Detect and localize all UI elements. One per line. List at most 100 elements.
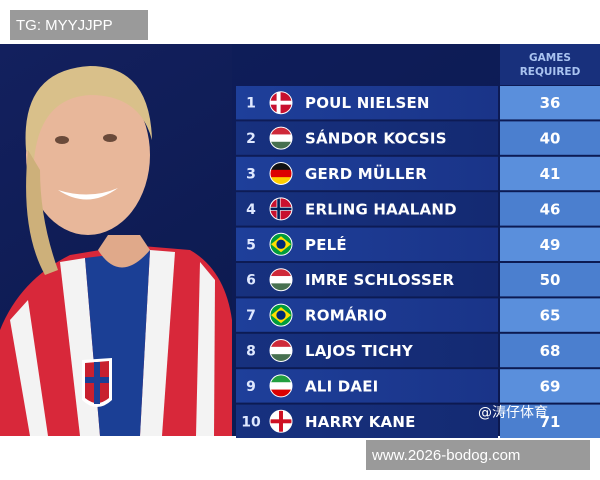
flag-border — [269, 232, 293, 256]
flag — [270, 127, 292, 150]
table-row: 10 HARRY KANE 71 — [236, 404, 600, 438]
table-row: 6 IMRE SCHLOSSER 50 — [236, 263, 600, 297]
flag — [270, 91, 292, 114]
flag — [270, 197, 292, 220]
player-name: SÁNDOR KOCSIS — [305, 129, 447, 148]
social-watermark: @涛仔体育 — [478, 405, 548, 421]
games-cell — [500, 263, 600, 297]
header-cell — [500, 44, 600, 85]
flag — [270, 268, 292, 291]
player-name: HARRY KANE — [305, 413, 416, 431]
rank: 2 — [246, 131, 256, 147]
games-required: 71 — [540, 413, 561, 431]
player-name: ROMÁRIO — [305, 306, 387, 325]
flag-part — [270, 207, 292, 211]
table-rows: 1 POUL NIELSEN 36 2 SÁNDOR KOCSIS 40 3 GERD MÜL… — [236, 86, 600, 438]
flag — [270, 304, 292, 327]
flag-part — [270, 346, 292, 355]
header-line: GAMES — [529, 52, 571, 64]
flag-part — [276, 310, 286, 320]
rank: 8 — [246, 344, 256, 360]
flag-part — [270, 354, 292, 362]
games-required: 36 — [540, 94, 561, 112]
rank: 4 — [246, 202, 256, 218]
games-cell — [500, 156, 600, 191]
games-required: 69 — [540, 377, 561, 395]
watermark: TG: MYYJJPP — [16, 17, 113, 34]
games-cell — [500, 404, 600, 438]
table-row: 9 ALI DAEI 69 — [236, 369, 600, 403]
games-required: 50 — [540, 271, 561, 289]
flag-border — [269, 126, 293, 150]
flag-border — [269, 374, 293, 398]
flag-part — [270, 374, 292, 383]
watermark-box — [10, 10, 148, 40]
flag — [270, 162, 292, 185]
games-cell — [500, 192, 600, 226]
games-required: 41 — [540, 165, 561, 183]
table-row: 4 ERLING HAALAND 46 — [236, 192, 600, 226]
flag-part — [270, 276, 292, 284]
flag-part — [270, 268, 292, 277]
games-required: 65 — [540, 307, 561, 325]
flag-part — [270, 177, 292, 185]
games-cell — [500, 86, 600, 120]
rank: 10 — [241, 414, 261, 430]
player-photo — [0, 66, 232, 436]
flag-border — [269, 339, 293, 362]
table-row: 8 LAJOS TICHY 68 — [236, 333, 600, 368]
flag-part — [270, 127, 292, 135]
player-name: POUL NIELSEN — [305, 94, 430, 112]
rank: 7 — [246, 308, 256, 324]
flag-part — [270, 339, 292, 348]
flag — [270, 374, 292, 397]
player-name: IMRE SCHLOSSER — [305, 271, 454, 289]
flag-part — [270, 134, 292, 143]
flag-part — [276, 239, 286, 249]
flag-border — [269, 268, 293, 292]
player-name: LAJOS TICHY — [305, 342, 414, 360]
flag-part — [270, 169, 292, 178]
rank: 6 — [246, 273, 256, 289]
table-row: 2 SÁNDOR KOCSIS 40 — [236, 121, 600, 155]
flag-part — [270, 419, 292, 424]
flag-part — [270, 389, 292, 397]
rank: 3 — [246, 167, 256, 183]
games-cell — [500, 333, 600, 368]
flag-border — [269, 91, 293, 115]
table-row: 7 ROMÁRIO 65 — [236, 298, 600, 332]
flag — [270, 233, 292, 256]
header-line: REQUIRED — [520, 66, 581, 78]
rank: 9 — [246, 379, 256, 395]
flag — [270, 410, 292, 433]
games-required: 49 — [540, 236, 561, 254]
flag-border — [269, 197, 293, 221]
flag-part — [270, 382, 292, 391]
games-cell — [500, 121, 600, 155]
flag-part — [270, 162, 292, 171]
player-name: GERD MÜLLER — [305, 164, 427, 183]
games-cell — [500, 369, 600, 403]
games-required: 40 — [540, 130, 561, 148]
flag-border — [269, 409, 293, 433]
flag-part — [270, 141, 292, 150]
table-row: 5 PELÉ 49 — [236, 227, 600, 261]
flag-border — [269, 162, 293, 185]
table-row: 1 POUL NIELSEN 36 — [236, 86, 600, 120]
player-name: ALI DAEI — [305, 377, 378, 395]
games-required: 68 — [540, 342, 561, 360]
flag-part — [270, 100, 292, 105]
rank: 1 — [246, 96, 256, 112]
flag — [270, 339, 292, 362]
games-required: 46 — [540, 200, 561, 218]
player-name: PELÉ — [305, 235, 347, 254]
games-cell — [500, 298, 600, 332]
site-watermark: www.2026-bodog.com — [371, 447, 520, 464]
flag-part — [270, 283, 292, 291]
games-cell — [500, 227, 600, 261]
table-row: 3 GERD MÜLLER 41 — [236, 156, 600, 191]
rank: 5 — [246, 237, 256, 253]
site-watermark-box — [366, 440, 590, 470]
